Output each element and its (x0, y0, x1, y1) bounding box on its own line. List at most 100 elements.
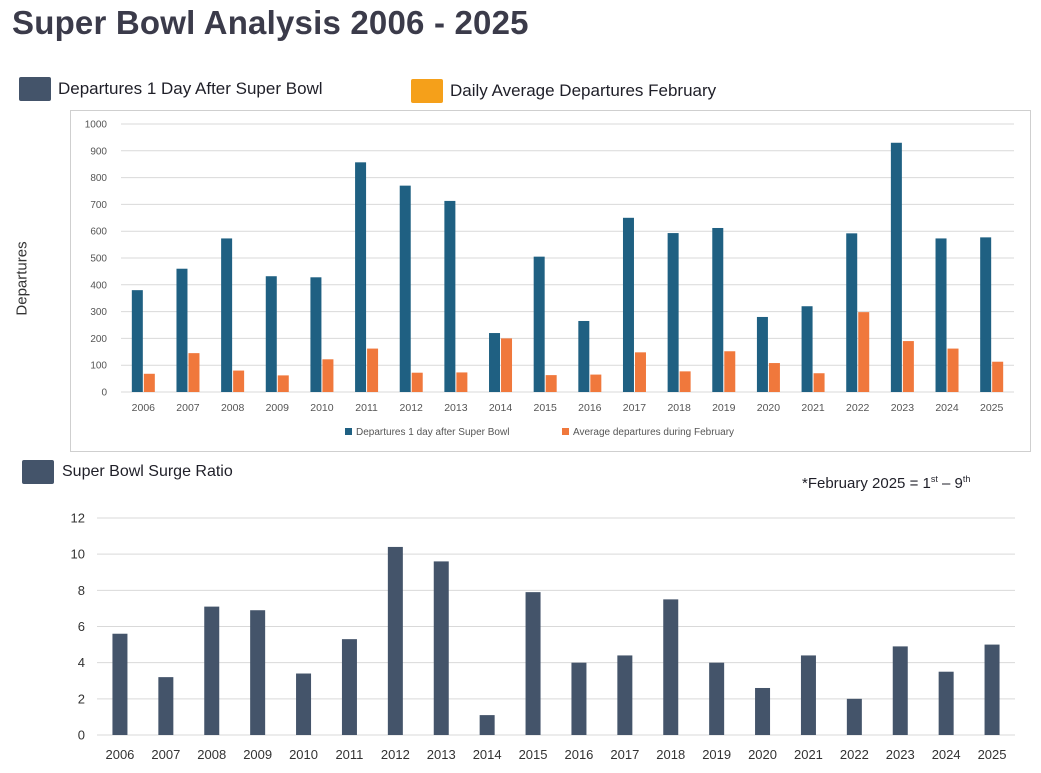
y-tick-label: 300 (90, 307, 107, 318)
bar-departures-day-after (667, 233, 679, 392)
footnote-sup-st: st (930, 474, 938, 484)
x-tick-label: 2006 (105, 747, 134, 762)
bar-departures-day-after (935, 238, 947, 392)
bar-surge-ratio (387, 546, 403, 735)
x-tick-label: 2017 (610, 747, 639, 762)
legend-swatch-departures-day-after (19, 77, 51, 101)
y-tick-label: 12 (71, 511, 85, 526)
bar-surge-ratio (892, 646, 908, 735)
bar-average-february (947, 348, 959, 392)
y-tick-label: 100 (90, 361, 107, 372)
x-tick-label: 2023 (886, 747, 915, 762)
x-tick-label: 2018 (667, 402, 691, 414)
legend-label: Average departures during February (573, 427, 734, 438)
legend-item-departures-day-after: Departures 1 Day After Super Bowl (19, 76, 323, 102)
bar-average-february (367, 348, 379, 392)
x-tick-label: 2018 (656, 747, 685, 762)
x-tick-label: 2025 (980, 402, 1004, 414)
x-tick-label: 2014 (473, 747, 502, 762)
bar-surge-ratio (938, 671, 954, 735)
bar-departures-day-after (578, 320, 590, 392)
bar-surge-ratio (755, 687, 771, 735)
bar-departures-day-after (131, 290, 143, 392)
x-tick-label: 2008 (221, 402, 245, 414)
page-title: Super Bowl Analysis 2006 - 2025 (12, 4, 529, 41)
y-tick-label: 0 (101, 388, 107, 399)
legend-marker (345, 428, 352, 435)
departures-chart-frame: 0 100 200 300 400 500 600 700 800 900 1000 2006 2007… (70, 110, 1031, 452)
bar-average-february (590, 374, 602, 392)
bar-surge-ratio (617, 655, 633, 735)
bar-departures-day-after (756, 316, 768, 392)
bar-average-february (858, 312, 870, 392)
x-tick-label: 2021 (794, 747, 823, 762)
x-tick-label: 2011 (335, 747, 363, 762)
x-tick-label: 2014 (489, 402, 513, 414)
x-tick-label: 2019 (702, 747, 731, 762)
x-tick-label: 2009 (243, 747, 272, 762)
x-tick-label: 2012 (381, 747, 410, 762)
y-tick-label: 2 (78, 691, 85, 706)
x-tick-label: 2024 (935, 402, 959, 414)
bar-surge-ratio (479, 715, 495, 735)
surge-ratio-bar-chart: 0 2 4 6 8 10 12 2006 2007 2008 2009 2010 2011 2012 201… (71, 511, 1015, 762)
bar-departures-day-after (622, 217, 634, 392)
y-tick-label: 200 (90, 334, 107, 345)
legend-label-departures-day-after: Departures 1 Day After Super Bowl (58, 79, 323, 98)
x-tick-label: 2019 (712, 402, 736, 414)
y-tick-label: 700 (90, 200, 107, 211)
legend-label-daily-average-february: Daily Average Departures February (450, 81, 717, 100)
x-tick-label: 2013 (427, 747, 456, 762)
bar-surge-ratio (341, 639, 357, 735)
footnote-prefix: *February 2025 = 1 (802, 475, 931, 492)
legend-swatch-daily-average-february (411, 79, 443, 103)
y-tick-label: 900 (90, 146, 107, 157)
bar-surge-ratio (571, 662, 587, 735)
x-tick-label: 2010 (289, 747, 318, 762)
x-tick-label: 2010 (310, 402, 334, 414)
bar-surge-ratio (296, 673, 312, 735)
x-tick-label: 2020 (757, 402, 781, 414)
y-axis-title-departures: Departures (2, 228, 42, 328)
bar-average-february (143, 373, 155, 392)
legend-marker (562, 428, 569, 435)
bar-average-february (277, 375, 289, 392)
bar-departures-day-after (801, 306, 813, 392)
bar-average-february (188, 353, 200, 392)
bar-surge-ratio (433, 561, 449, 735)
bar-average-february (545, 375, 557, 392)
y-tick-label: 600 (90, 227, 107, 238)
x-tick-label: 2008 (197, 747, 226, 762)
bar-surge-ratio (112, 633, 128, 735)
bar-departures-day-after (399, 185, 411, 392)
bar-departures-day-after (890, 142, 902, 392)
bar-average-february (813, 373, 825, 392)
bar-departures-day-after (176, 268, 188, 392)
bar-surge-ratio (250, 610, 266, 735)
departures-bar-chart: 0 100 200 300 400 500 600 700 800 900 1000 2006 2007… (85, 120, 1014, 438)
surge-ratio-label-text: Super Bowl Surge Ratio (62, 463, 233, 480)
y-tick-label: 0 (78, 728, 85, 743)
x-tick-label: 2009 (266, 402, 290, 414)
x-tick-label: 2013 (444, 402, 468, 414)
bar-surge-ratio (984, 644, 1000, 735)
footnote-mid: – 9 (937, 475, 963, 492)
bar-surge-ratio (709, 662, 725, 735)
bar-surge-ratio (846, 698, 862, 735)
bar-departures-day-after (310, 277, 322, 392)
x-tick-label: 2012 (400, 402, 424, 414)
bar-average-february (902, 341, 914, 392)
surge-ratio-label: Super Bowl Surge Ratio (22, 460, 233, 484)
bar-departures-day-after (355, 162, 367, 392)
x-tick-label: 2020 (748, 747, 777, 762)
bar-average-february (456, 372, 468, 392)
y-tick-label: 400 (90, 280, 107, 291)
y-tick-label: 4 (78, 655, 85, 670)
y-axis-title-text: Departures (13, 240, 31, 316)
y-tick-label: 10 (71, 547, 85, 562)
bar-average-february (411, 372, 423, 392)
bar-departures-day-after (265, 276, 277, 392)
y-tick-label: 500 (90, 254, 107, 265)
footnote-sup-th: th (962, 474, 971, 484)
bar-departures-day-after (712, 227, 724, 392)
